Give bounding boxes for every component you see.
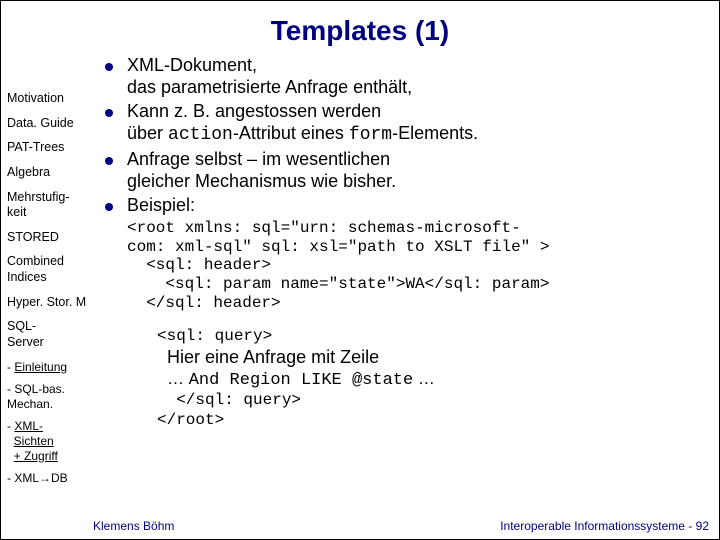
bullet-text: Kann z. B. angestossen werdenüber action…	[127, 101, 709, 147]
sidebar-subitem[interactable]: - Einleitung	[7, 360, 99, 375]
bullet-item: XML-Dokument,das parametrisierte Anfrage…	[105, 55, 709, 99]
sidebar-item[interactable]: STORED	[7, 230, 99, 246]
mixed-line: … And Region LIKE @state …	[167, 369, 709, 392]
footer-pagenum: Interoperable Informationssysteme - 92	[500, 519, 709, 533]
bullet-text: Anfrage selbst – im wesentlichengleicher…	[127, 149, 709, 193]
sidebar-subitem[interactable]: - XML- Sichten + Zugriff	[7, 419, 99, 464]
sidebar-item[interactable]: CombinedIndices	[7, 254, 99, 285]
footer-author: Klemens Böhm	[93, 519, 174, 533]
bullet-text: XML-Dokument,das parametrisierte Anfrage…	[127, 55, 709, 99]
page-title: Templates (1)	[1, 1, 719, 55]
sidebar-item[interactable]: Algebra	[7, 165, 99, 181]
sidebar-item[interactable]: SQL-Server	[7, 319, 99, 350]
sidebar: Motivation Data. Guide PAT-Trees Algebra…	[1, 55, 99, 513]
sidebar-subitem[interactable]: - XML→DB	[7, 471, 99, 486]
bullet-icon	[105, 203, 113, 211]
bullet-icon	[105, 157, 113, 165]
footer: Klemens Böhm Interoperable Informationss…	[1, 513, 719, 533]
sidebar-item[interactable]: PAT-Trees	[7, 140, 99, 156]
slide: Templates (1) Motivation Data. Guide PAT…	[1, 1, 719, 539]
sidebar-item[interactable]: Data. Guide	[7, 116, 99, 132]
code-block-2-open: <sql: query>	[157, 327, 709, 346]
plain-line: Hier eine Anfrage mit Zeile	[167, 346, 709, 369]
bullet-item: Beispiel:	[105, 195, 709, 217]
bullet-icon	[105, 63, 113, 71]
body-area: Motivation Data. Guide PAT-Trees Algebra…	[1, 55, 719, 513]
bullet-item: Kann z. B. angestossen werdenüber action…	[105, 101, 709, 147]
mixed-mono: And Region LIKE @state	[189, 371, 413, 390]
sidebar-item[interactable]: Hyper. Stor. M	[7, 295, 99, 311]
code-block-1: <root xmlns: sql="urn: schemas-microsoft…	[127, 219, 709, 313]
sidebar-item[interactable]: Motivation	[7, 91, 99, 107]
main-content: XML-Dokument,das parametrisierte Anfrage…	[99, 55, 719, 513]
bullet-item: Anfrage selbst – im wesentlichengleicher…	[105, 149, 709, 193]
bullet-text: Beispiel:	[127, 195, 709, 217]
bullet-icon	[105, 109, 113, 117]
mixed-pre: …	[167, 369, 189, 388]
mixed-post: …	[413, 369, 435, 388]
code-block-2-close: </sql: query> </root>	[157, 391, 709, 429]
sidebar-item[interactable]: Mehrstufig-keit	[7, 190, 99, 221]
sidebar-subitem[interactable]: - SQL-bas. Mechan.	[7, 382, 99, 412]
